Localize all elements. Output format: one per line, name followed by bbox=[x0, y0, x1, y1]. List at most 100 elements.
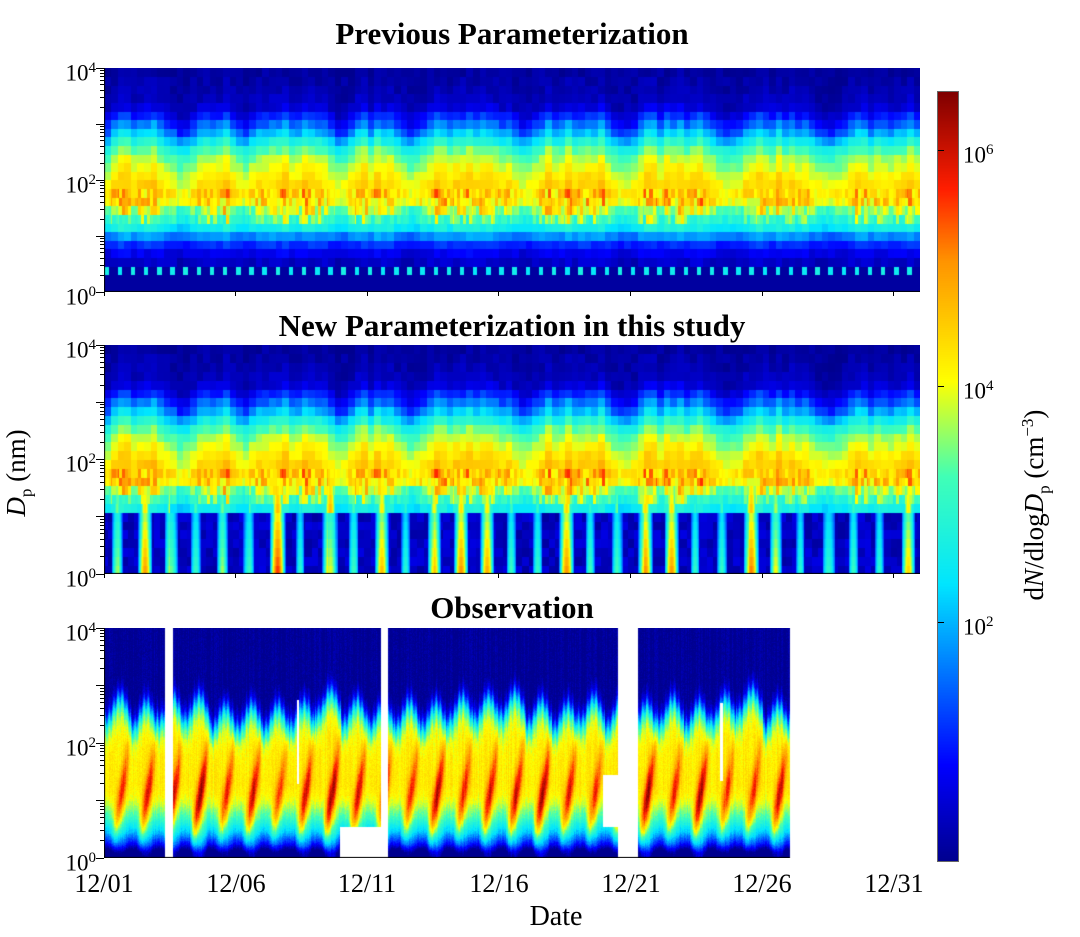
axis-tick bbox=[100, 633, 104, 635]
axis-tick bbox=[629, 574, 631, 578]
axis-tick bbox=[96, 67, 104, 69]
ytick-p1-1e2: 102 bbox=[65, 172, 97, 198]
axis-tick bbox=[100, 191, 104, 193]
axis-tick bbox=[938, 621, 944, 623]
axis-tick bbox=[100, 441, 104, 443]
axis-tick bbox=[100, 690, 104, 692]
axis-tick bbox=[100, 467, 104, 469]
xtick-12-01: 12/01 bbox=[74, 869, 134, 898]
axis-tick bbox=[100, 525, 104, 527]
axis-tick bbox=[100, 759, 104, 761]
axis-tick bbox=[100, 384, 104, 386]
axis-tick bbox=[100, 84, 104, 86]
axis-tick bbox=[100, 404, 104, 406]
y-axis-label: Dp (nm) bbox=[1, 429, 36, 517]
axis-tick bbox=[100, 533, 104, 535]
axis-tick bbox=[100, 361, 104, 363]
axis-tick bbox=[100, 556, 104, 558]
axis-tick bbox=[100, 499, 104, 501]
axis-tick bbox=[100, 252, 104, 254]
axis-tick bbox=[96, 459, 104, 460]
axis-tick bbox=[100, 630, 104, 632]
axis-tick bbox=[100, 830, 104, 832]
axis-tick bbox=[103, 292, 105, 296]
axis-tick bbox=[100, 135, 104, 137]
axis-tick bbox=[938, 385, 944, 387]
axis-tick bbox=[100, 367, 104, 369]
axis-tick bbox=[893, 574, 895, 578]
axis-tick bbox=[366, 292, 368, 296]
axis-tick bbox=[100, 201, 104, 203]
axis-tick bbox=[100, 145, 104, 147]
axis-tick bbox=[100, 347, 104, 349]
axis-tick bbox=[100, 431, 104, 433]
axis-tick bbox=[100, 748, 104, 750]
axis-tick bbox=[100, 374, 104, 376]
axis-tick bbox=[100, 106, 104, 108]
axis-tick bbox=[100, 357, 104, 359]
axis-tick bbox=[100, 353, 104, 355]
axis-tick bbox=[100, 76, 104, 78]
axis-tick bbox=[100, 751, 104, 753]
axis-tick bbox=[100, 96, 104, 98]
axis-tick bbox=[96, 857, 104, 859]
axis-tick bbox=[100, 817, 104, 819]
axis-tick bbox=[100, 772, 104, 774]
axis-tick bbox=[498, 292, 500, 296]
axis-tick bbox=[100, 755, 104, 757]
axis-tick bbox=[100, 188, 104, 190]
axis-tick bbox=[100, 240, 104, 242]
ytick-p2-1e0: 100 bbox=[65, 566, 97, 592]
axis-tick bbox=[100, 140, 104, 142]
ytick-p3-1e0: 100 bbox=[65, 850, 97, 876]
axis-tick bbox=[629, 292, 631, 296]
axis-tick bbox=[366, 574, 368, 578]
axis-tick bbox=[100, 488, 104, 490]
axis-tick bbox=[96, 685, 104, 686]
axis-tick bbox=[893, 292, 895, 296]
ytick-p1-1e4: 104 bbox=[65, 60, 97, 86]
cbtick-1e4: 104 bbox=[963, 378, 994, 404]
axis-tick bbox=[100, 650, 104, 652]
axis-tick bbox=[498, 574, 500, 578]
axis-tick bbox=[100, 274, 104, 276]
axis-tick bbox=[761, 292, 763, 296]
colorbar-label: dN/dlogDp (cm−3) bbox=[1018, 409, 1054, 601]
axis-tick bbox=[100, 840, 104, 842]
axis-tick bbox=[938, 149, 944, 151]
xtick-12-31: 12/31 bbox=[864, 869, 924, 898]
axis-tick bbox=[100, 546, 104, 548]
axis-tick bbox=[100, 644, 104, 646]
axis-tick bbox=[96, 179, 104, 181]
ytick-p3-1e2: 102 bbox=[65, 735, 97, 761]
axis-tick bbox=[100, 812, 104, 814]
ytick-p2-1e2: 102 bbox=[65, 451, 97, 477]
axis-tick bbox=[761, 574, 763, 578]
axis-tick bbox=[100, 257, 104, 259]
axis-tick bbox=[96, 123, 104, 125]
axis-tick bbox=[100, 418, 104, 420]
axis-tick bbox=[100, 184, 104, 186]
axis-tick bbox=[96, 235, 104, 237]
axis-tick bbox=[100, 461, 104, 463]
axis-tick bbox=[100, 424, 104, 426]
axis-tick bbox=[100, 152, 104, 154]
axis-tick bbox=[100, 476, 104, 478]
axis-tick bbox=[100, 745, 104, 747]
axis-tick bbox=[100, 72, 104, 74]
axis-tick bbox=[100, 218, 104, 220]
xtick-12-21: 12/21 bbox=[601, 869, 661, 898]
x-axis-label: Date bbox=[529, 901, 583, 932]
axis-tick bbox=[100, 539, 104, 541]
axis-tick bbox=[100, 89, 104, 91]
panel-title-observation: Observation bbox=[430, 590, 594, 625]
xtick-12-11: 12/11 bbox=[337, 869, 397, 898]
axis-tick bbox=[100, 725, 104, 727]
axis-tick bbox=[96, 627, 104, 629]
axis-tick bbox=[96, 344, 104, 346]
axis-tick bbox=[100, 481, 104, 483]
axis-tick bbox=[100, 707, 104, 709]
axis-tick bbox=[100, 657, 104, 659]
axis-tick bbox=[100, 162, 104, 164]
